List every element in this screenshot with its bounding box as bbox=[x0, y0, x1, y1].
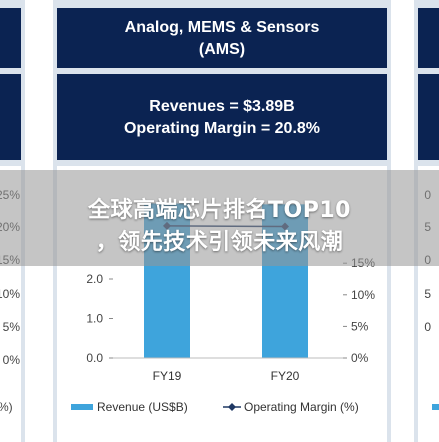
legend-margin-label: Operating Margin (%) bbox=[244, 400, 359, 414]
revenues-text: Revenues = $3.89B bbox=[149, 98, 295, 115]
legend-margin-marker bbox=[228, 403, 236, 411]
segment-abbreviation: (AMS) bbox=[198, 41, 246, 58]
overlay-title-line-1: 全球高端芯片排名TOP10 bbox=[88, 198, 351, 223]
right-fragment-tick-label: 5 bbox=[424, 287, 431, 301]
left-panel-header bbox=[0, 8, 21, 68]
segment-header: Analog, MEMS & Sensors (AMS) bbox=[57, 8, 387, 68]
y2-axis-tick-label: 5% bbox=[351, 319, 369, 333]
y2-axis-tick-label: 0% bbox=[351, 351, 369, 365]
x-axis-category-label: FY19 bbox=[153, 369, 182, 383]
legend-revenue-label: Revenue (US$B) bbox=[97, 400, 188, 414]
right-panel-header bbox=[418, 8, 439, 68]
y-axis-tick-label: 0.0 bbox=[86, 351, 103, 365]
overlay-title-line-2: ，领先技术引领未来风潮 bbox=[95, 230, 344, 255]
left-fragment-tick-label: 5% bbox=[3, 320, 21, 334]
y-axis-tick-label: 2.0 bbox=[86, 272, 103, 286]
y2-axis-tick-label: 10% bbox=[351, 288, 375, 302]
right-panel-metrics bbox=[418, 74, 439, 160]
segment-metrics: Revenues = $3.89B Operating Margin = 20.… bbox=[57, 74, 387, 160]
right-legend-swatch-fragment bbox=[432, 404, 439, 410]
right-fragment-tick-label: 0 bbox=[424, 320, 431, 334]
left-fragment-tick-label: 10% bbox=[0, 287, 20, 301]
y-axis-tick-label: 1.0 bbox=[86, 312, 103, 326]
left-legend-fragment: %) bbox=[0, 400, 13, 414]
operating-margin-text: Operating Margin = 20.8% bbox=[123, 120, 321, 137]
legend-revenue-swatch bbox=[71, 404, 93, 410]
left-fragment-tick-label: 0% bbox=[3, 353, 21, 367]
x-axis-category-label: FY20 bbox=[271, 369, 300, 383]
title-overlay-banner: 全球高端芯片排名TOP10 ，领先技术引领未来风潮 bbox=[0, 170, 439, 266]
ams-panel: Analog, MEMS & Sensors (AMS) Revenues = … bbox=[53, 0, 391, 442]
segment-title: Analog, MEMS & Sensors bbox=[124, 19, 320, 36]
left-panel-metrics bbox=[0, 74, 21, 160]
